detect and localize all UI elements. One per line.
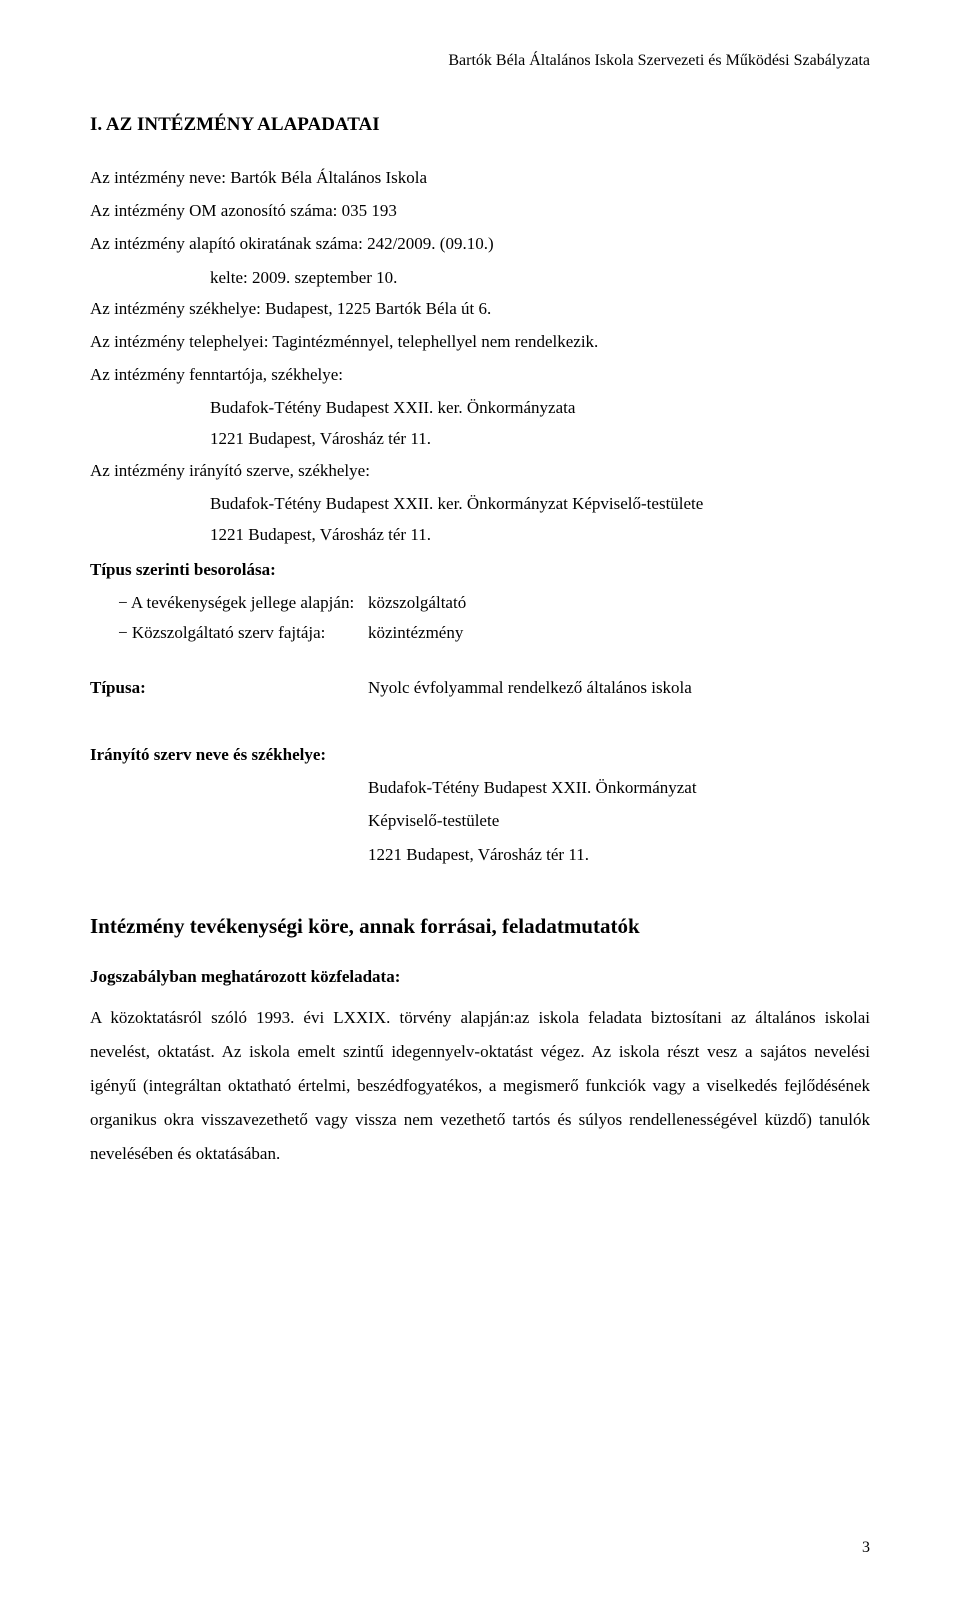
- sites-line: Az intézmény telephelyei: Tagintézménnye…: [90, 328, 870, 355]
- section2-subhead: Jogszabályban meghatározott közfeladata:: [90, 963, 870, 990]
- governing-intro: Az intézmény irányító szerve, székhelye:: [90, 457, 870, 484]
- classification-label: − Közszolgáltató szerv fajtája:: [118, 619, 368, 646]
- governing-body-label: Irányító szerv neve és székhelye:: [90, 741, 870, 768]
- seat-line: Az intézmény székhelye: Budapest, 1225 B…: [90, 295, 870, 322]
- classification-row: − Közszolgáltató szerv fajtája: közintéz…: [118, 619, 870, 646]
- governing-body-line-1: Budafok-Tétény Budapest XXII. Önkormányz…: [368, 774, 870, 801]
- section2-title: Intézmény tevékenységi köre, annak forrá…: [90, 910, 870, 944]
- governing-line-2: 1221 Budapest, Városház tér 11.: [210, 521, 870, 548]
- classification-value: közintézmény: [368, 619, 870, 646]
- governing-line-1: Budafok-Tétény Budapest XXII. ker. Önkor…: [210, 490, 870, 517]
- page-number: 3: [862, 1535, 870, 1561]
- section-title: I. AZ INTÉZMÉNY ALAPADATAI: [90, 110, 870, 140]
- governing-body-line-2: Képviselő-testülete: [368, 807, 870, 834]
- om-id-line: Az intézmény OM azonosító száma: 035 193: [90, 197, 870, 224]
- founding-date-line: kelte: 2009. szeptember 10.: [210, 264, 870, 291]
- classification-title: Típus szerinti besorolása:: [90, 556, 870, 583]
- governing-body-block: Irányító szerv neve és székhelye: Budafo…: [90, 741, 870, 868]
- governing-body-line-3: 1221 Budapest, Városház tér 11.: [368, 841, 870, 868]
- document-page: Bartók Béla Általános Iskola Szervezeti …: [0, 0, 960, 1601]
- type-label: Típusa:: [90, 674, 368, 701]
- type-value: Nyolc évfolyammal rendelkező általános i…: [368, 674, 870, 701]
- institution-name-line: Az intézmény neve: Bartók Béla Általános…: [90, 164, 870, 191]
- classification-label: − A tevékenységek jellege alapján:: [118, 589, 368, 616]
- maintainer-intro: Az intézmény fenntartója, székhelye:: [90, 361, 870, 388]
- maintainer-line-2: 1221 Budapest, Városház tér 11.: [210, 425, 870, 452]
- running-header: Bartók Béla Általános Iskola Szervezeti …: [90, 48, 870, 74]
- type-row: Típusa: Nyolc évfolyammal rendelkező ált…: [90, 674, 870, 701]
- section2-body: A közoktatásról szóló 1993. évi LXXIX. t…: [90, 1001, 870, 1171]
- classification-value: közszolgáltató: [368, 589, 870, 616]
- founding-doc-line: Az intézmény alapító okiratának száma: 2…: [90, 230, 870, 257]
- classification-row: − A tevékenységek jellege alapján: közsz…: [118, 589, 870, 616]
- maintainer-line-1: Budafok-Tétény Budapest XXII. ker. Önkor…: [210, 394, 870, 421]
